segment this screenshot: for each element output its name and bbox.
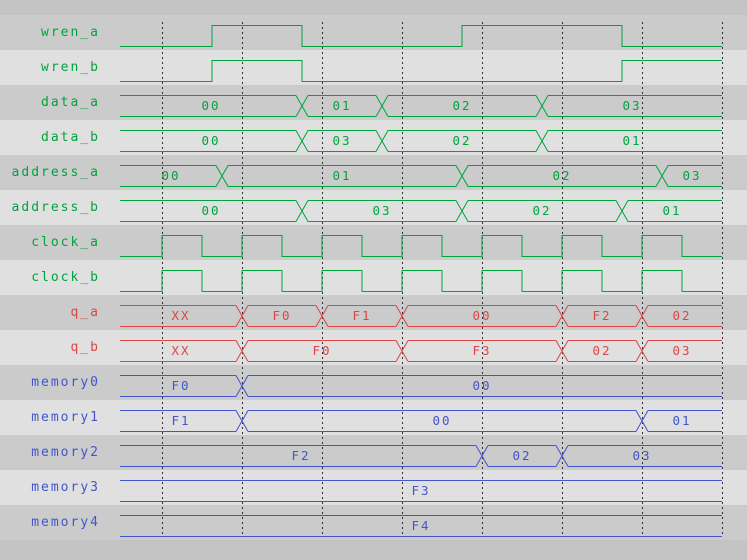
signal-label-memory2[interactable]: memory2: [31, 445, 100, 460]
row-band: [0, 365, 747, 400]
bus-value: 03: [372, 203, 391, 218]
bus-value: XX: [171, 343, 190, 358]
bus-value: 00: [472, 308, 491, 323]
signal-label-memory0[interactable]: memory0: [31, 375, 100, 390]
bus-value: F3: [472, 343, 491, 358]
bus-value: 02: [672, 308, 691, 323]
bus-value: 01: [332, 168, 351, 183]
bus-value: F0: [171, 378, 190, 393]
bus-value: F0: [312, 343, 331, 358]
waveform-address_a: [120, 165, 722, 187]
row-band: [0, 505, 747, 540]
waveform-memory0: [120, 375, 722, 397]
row-band: [0, 330, 747, 365]
row-band: [0, 85, 747, 120]
waveform-data_a: [120, 95, 722, 117]
signal-label-wren_a[interactable]: wren_a: [41, 25, 100, 40]
signal-label-address_a[interactable]: address_a: [11, 165, 100, 180]
bus-value: F3: [411, 483, 430, 498]
waveform-memory1: [120, 410, 722, 432]
waveform-memory3: [120, 480, 722, 502]
row-band: [0, 260, 747, 295]
bus-value: 00: [201, 98, 220, 113]
bus-value: 02: [552, 168, 571, 183]
bus-value: 00: [432, 413, 451, 428]
bus-value: F2: [291, 448, 310, 463]
row-band: [0, 225, 747, 260]
bus-value: 03: [672, 343, 691, 358]
bus-value: 01: [332, 98, 351, 113]
signal-label-wren_b[interactable]: wren_b: [41, 60, 100, 75]
bus-value: 00: [472, 378, 491, 393]
waveform-wren_a: [120, 25, 722, 47]
bus-value: F1: [352, 308, 371, 323]
signal-label-q_b[interactable]: q_b: [70, 340, 100, 355]
signal-label-clock_b[interactable]: clock_b: [31, 270, 100, 285]
row-band: [0, 435, 747, 470]
bus-value: 02: [452, 133, 471, 148]
signal-label-data_a[interactable]: data_a: [41, 95, 100, 110]
row-band: [0, 155, 747, 190]
bus-value: 03: [332, 133, 351, 148]
bus-value: F2: [592, 308, 611, 323]
bus-value: 00: [201, 133, 220, 148]
bus-value: 00: [201, 203, 220, 218]
waveform-address_b: [120, 200, 722, 222]
signal-label-memory4[interactable]: memory4: [31, 515, 100, 530]
signal-label-data_b[interactable]: data_b: [41, 130, 100, 145]
row-band: [0, 470, 747, 505]
bus-value: XX: [171, 308, 190, 323]
signal-label-clock_a[interactable]: clock_a: [31, 235, 100, 250]
row-band: [0, 120, 747, 155]
bus-value: 02: [512, 448, 531, 463]
waveform-memory4: [120, 515, 722, 537]
bus-value: 03: [622, 98, 641, 113]
row-band: [0, 190, 747, 225]
row-band: [0, 400, 747, 435]
waveform-data_b: [120, 130, 722, 152]
waveform-q_b: [120, 340, 722, 362]
signal-label-memory1[interactable]: memory1: [31, 410, 100, 425]
waveform-clock_a: [120, 235, 722, 257]
signal-label-q_a[interactable]: q_a: [70, 305, 100, 320]
bus-value: 02: [452, 98, 471, 113]
bus-value: 01: [662, 203, 681, 218]
bus-value: F0: [272, 308, 291, 323]
waveform-memory2: [120, 445, 722, 467]
bus-value: 00: [161, 168, 180, 183]
row-band: [0, 295, 747, 330]
bus-value: F1: [171, 413, 190, 428]
bus-value: 02: [592, 343, 611, 358]
waveform-wren_b: [120, 60, 722, 82]
waveform-q_a: [120, 305, 722, 327]
signal-label-memory3[interactable]: memory3: [31, 480, 100, 495]
bus-value: 02: [532, 203, 551, 218]
bus-value: 03: [632, 448, 651, 463]
bus-value: 03: [682, 168, 701, 183]
bus-value: F4: [411, 518, 430, 533]
waveform-clock_b: [120, 270, 722, 292]
bus-value: 01: [672, 413, 691, 428]
signal-label-address_b[interactable]: address_b: [11, 200, 100, 215]
bus-value: 01: [622, 133, 641, 148]
